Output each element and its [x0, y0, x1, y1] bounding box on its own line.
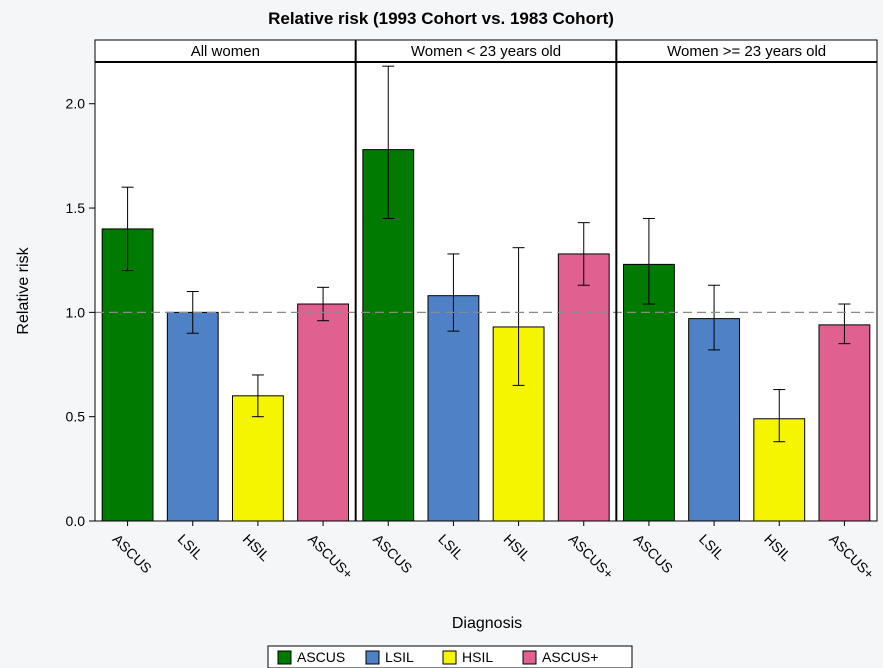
bar-lsil [166, 311, 219, 522]
x-tick-label: ASCUS [109, 531, 154, 576]
x-tick-label: LSIL [175, 531, 207, 563]
plot-area: ASCUS LSIL HSIL ASCUS+ All women ASCUS LSIL HSI… [66, 39, 878, 582]
panel-label: Women < 23 years old [411, 43, 561, 60]
y-axis-title: Relative risk [15, 246, 32, 334]
y-tick-label: 1.0 [66, 304, 86, 320]
legend-label: ASCUS+ [542, 649, 598, 665]
x-tick-label: LSIL [435, 531, 467, 563]
x-tick-label: ASCUS+ [826, 531, 877, 582]
legend-swatch [277, 650, 292, 665]
y-tick-label: 0.5 [66, 409, 86, 425]
x-tick-label: HSIL [761, 531, 794, 564]
x-tick-label: ASCUS+ [305, 531, 356, 582]
y-tick-label: 1.5 [66, 200, 86, 216]
bar-ascus-plus [297, 303, 349, 522]
y-tick-label: 2.0 [66, 96, 86, 112]
bar-ascus [101, 228, 154, 522]
bar-ascus-plus [818, 324, 871, 522]
legend-label: HSIL [462, 649, 493, 665]
y-tick-label: 0.0 [66, 513, 86, 529]
x-tick-label: ASCUS [370, 531, 415, 576]
legend-label: LSIL [385, 649, 414, 665]
x-tick-label: ASCUS [631, 531, 676, 576]
bar-ascus-plus [557, 253, 610, 522]
panel-label: Women >= 23 years old [667, 43, 826, 60]
legend-label: ASCUS [297, 649, 345, 665]
legend-swatch [365, 650, 380, 665]
x-tick-label: LSIL [696, 531, 728, 563]
x-tick-label: HSIL [500, 531, 533, 564]
legend: ASCUS LSIL HSIL ASCUS+ [267, 645, 633, 668]
chart-title: Relative risk (1993 Cohort vs. 1983 Coho… [268, 9, 614, 28]
panel-label: All women [191, 43, 260, 60]
x-tick-label: HSIL [240, 531, 273, 564]
x-tick-label: ASCUS+ [566, 531, 617, 582]
legend-swatch [442, 650, 457, 665]
legend-swatch [522, 650, 537, 665]
x-axis-title: Diagnosis [452, 615, 522, 632]
